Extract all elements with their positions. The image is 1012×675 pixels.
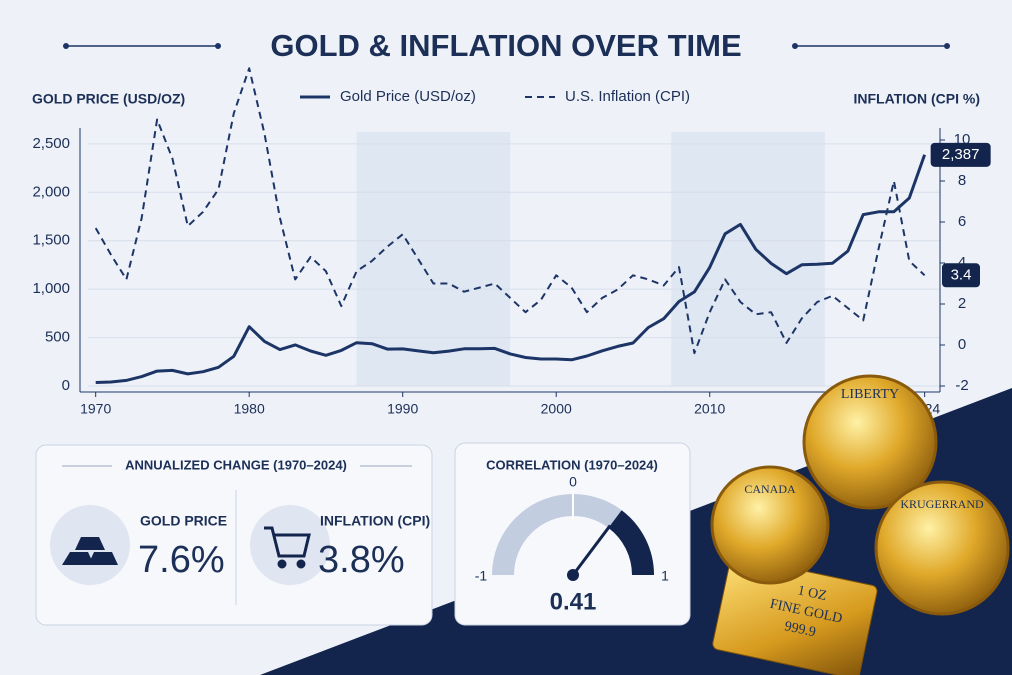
- bar-text: 1 OZ: [796, 583, 828, 604]
- card: [454, 442, 691, 626]
- y-tick-label: 0: [62, 377, 70, 394]
- gauge-fill: [608, 510, 654, 576]
- card-title: CORRELATION (1970–2024): [486, 457, 658, 472]
- gauge-min: -1: [475, 568, 488, 584]
- chart-title: GOLD & INFLATION OVER TIME: [270, 28, 741, 63]
- coin-text: CANADA: [744, 482, 796, 496]
- gauge-hub: [567, 569, 579, 581]
- y2-tick-label: 4: [958, 254, 966, 271]
- coin-text: KRUGERRAND: [900, 497, 984, 511]
- legend-label: Gold Price (USD/oz): [340, 88, 476, 105]
- icon-bg: [250, 505, 330, 585]
- coins: LIBERTY CANADA KRUGERRAND 1 OZ FINE GOLD…: [710, 374, 1010, 675]
- card: [35, 444, 433, 626]
- y2-tick-label: 8: [958, 172, 966, 189]
- callout-label: 2,387: [942, 146, 980, 163]
- gauge: -1 1 0 0.41: [475, 474, 669, 616]
- shaded-band: [356, 132, 511, 386]
- gold-bars-icon: [62, 537, 118, 565]
- stat-label: GOLD PRICE: [140, 513, 227, 529]
- x-tick-label: 2010: [694, 401, 725, 417]
- y-axis-label: GOLD PRICE (USD/OZ): [32, 91, 185, 107]
- y2-axis-label: INFLATION (CPI %): [853, 91, 980, 107]
- y-tick-label: 500: [45, 329, 70, 346]
- y-tick-label: 1,000: [32, 280, 70, 297]
- y-tick-label: 2,500: [32, 135, 70, 152]
- y-tick-label: 1,500: [32, 232, 70, 249]
- gauge-value: 0.41: [550, 588, 597, 615]
- y2-tick-label: -2: [955, 377, 968, 394]
- bar-text: 999.9: [783, 619, 817, 640]
- legend-label: U.S. Inflation (CPI): [565, 88, 690, 105]
- x-tick-label: 1970: [80, 401, 111, 417]
- callout: [942, 263, 980, 288]
- x-tick-label: 1980: [234, 401, 265, 417]
- series-line: [95, 154, 927, 384]
- gauge-mid: 0: [569, 474, 577, 490]
- title-rules: [63, 43, 950, 49]
- x-tick-label: 2000: [541, 401, 572, 417]
- y2-tick-label: 0: [958, 336, 966, 353]
- cart-icon: [264, 526, 311, 569]
- stat-value: 7.6%: [138, 539, 225, 581]
- x-tick-label: 1990: [387, 401, 418, 417]
- callout-label: 3.4: [951, 266, 972, 283]
- stat-label: INFLATION (CPI): [320, 513, 430, 529]
- gauge-max: 1: [661, 568, 669, 584]
- y2-tick-label: 2: [958, 295, 966, 312]
- gauge-needle: [571, 524, 612, 576]
- callout: [930, 142, 991, 167]
- series-line: [94, 67, 926, 355]
- shaded-band: [671, 132, 825, 386]
- y-tick-label: 2,000: [32, 183, 70, 200]
- coin-text: LIBERTY: [841, 387, 899, 402]
- card-title: ANNUALIZED CHANGE (1970–2024): [125, 457, 347, 472]
- stat-value: 3.8%: [318, 539, 405, 581]
- y2-tick-label: 6: [958, 213, 966, 230]
